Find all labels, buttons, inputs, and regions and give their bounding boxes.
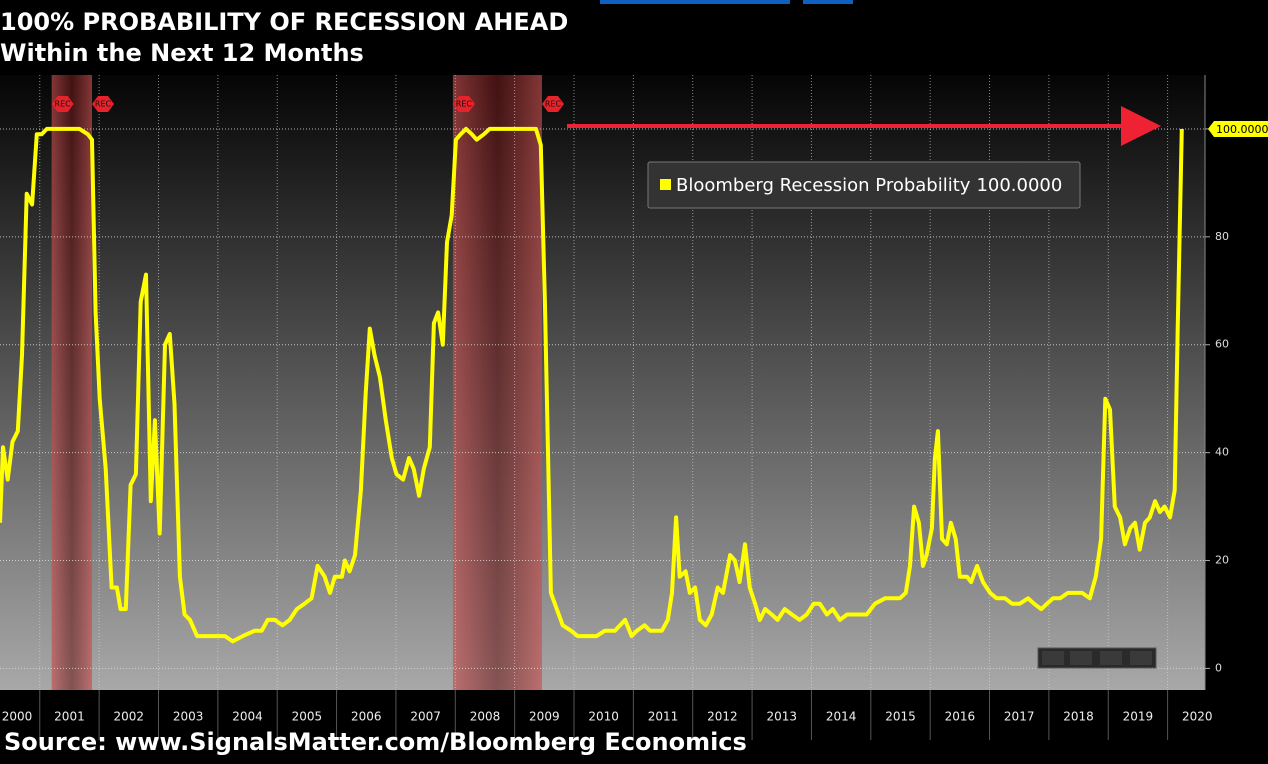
recession-marker bbox=[92, 96, 115, 112]
y-tick-label: 20 bbox=[1215, 554, 1229, 567]
legend-name: Bloomberg Recession Probability bbox=[676, 175, 971, 196]
x-tick-label: 2013 bbox=[766, 710, 797, 724]
x-tick-label: 2006 bbox=[351, 710, 382, 724]
last-value-label: 100.0000 bbox=[1216, 123, 1268, 136]
toolbar-bg bbox=[1037, 647, 1157, 669]
y-tick-label: 80 bbox=[1215, 230, 1229, 243]
x-tick-label: 2019 bbox=[1123, 710, 1154, 724]
recession-marker-label: REC bbox=[95, 100, 112, 109]
x-tick-label: 2017 bbox=[1004, 710, 1035, 724]
x-tick-label: 2007 bbox=[410, 710, 441, 724]
x-tick-label: 2010 bbox=[588, 710, 619, 724]
recession-band bbox=[51, 75, 93, 690]
chart-subtitle: Within the Next 12 Months bbox=[0, 39, 364, 67]
x-tick-label: 2012 bbox=[707, 710, 738, 724]
recession-marker-label: REC bbox=[545, 100, 562, 109]
x-tick-label: 2002 bbox=[114, 710, 145, 724]
y-tick-label: 0 bbox=[1215, 661, 1222, 674]
x-tick-label: 2009 bbox=[529, 710, 560, 724]
tab-strip bbox=[600, 0, 790, 4]
x-tick-label: 2003 bbox=[173, 710, 204, 724]
x-tick-label: 2018 bbox=[1063, 710, 1094, 724]
x-tick-label: 2005 bbox=[292, 710, 323, 724]
x-tick-label: 2004 bbox=[232, 710, 263, 724]
x-tick-label: 2015 bbox=[885, 710, 916, 724]
chart-title: 100% PROBABILITY OF RECESSION AHEAD bbox=[0, 8, 568, 36]
x-tick-label: 2008 bbox=[470, 710, 501, 724]
x-axis-band bbox=[0, 690, 1268, 740]
x-tick-label: 2001 bbox=[54, 710, 85, 724]
x-tick-label: 2020 bbox=[1182, 710, 1213, 724]
legend-box bbox=[647, 161, 1081, 209]
y-tick-label: 60 bbox=[1215, 338, 1229, 351]
toolbar-button[interactable] bbox=[1130, 651, 1152, 665]
recession-marker-label: REC bbox=[456, 100, 473, 109]
legend-value: 100.0000 bbox=[976, 175, 1062, 196]
legend-entry: Bloomberg Recession Probability 100.0000 bbox=[676, 175, 1062, 196]
tab-strip bbox=[803, 0, 853, 4]
data-line bbox=[0, 126, 1184, 644]
recession-marker bbox=[541, 96, 564, 112]
x-tick-label: 2014 bbox=[826, 710, 857, 724]
toolbar-button[interactable] bbox=[1070, 651, 1092, 665]
recession-marker bbox=[51, 96, 74, 112]
x-tick-label: 2000 bbox=[2, 710, 33, 724]
recession-marker bbox=[452, 96, 475, 112]
last-value-tag bbox=[1208, 120, 1268, 137]
toolbar bbox=[1037, 647, 1157, 669]
source-note: Source: www.SignalsMatter.com/Bloomberg … bbox=[4, 728, 747, 756]
y-tick-label: 40 bbox=[1215, 446, 1229, 459]
x-tick-label: 2016 bbox=[945, 710, 976, 724]
legend-swatch bbox=[660, 179, 671, 190]
recession-marker-label: REC bbox=[55, 100, 72, 109]
recession-band bbox=[452, 75, 542, 690]
toolbar-button[interactable] bbox=[1042, 651, 1064, 665]
toolbar-button[interactable] bbox=[1100, 651, 1122, 665]
x-tick-label: 2011 bbox=[648, 710, 679, 724]
